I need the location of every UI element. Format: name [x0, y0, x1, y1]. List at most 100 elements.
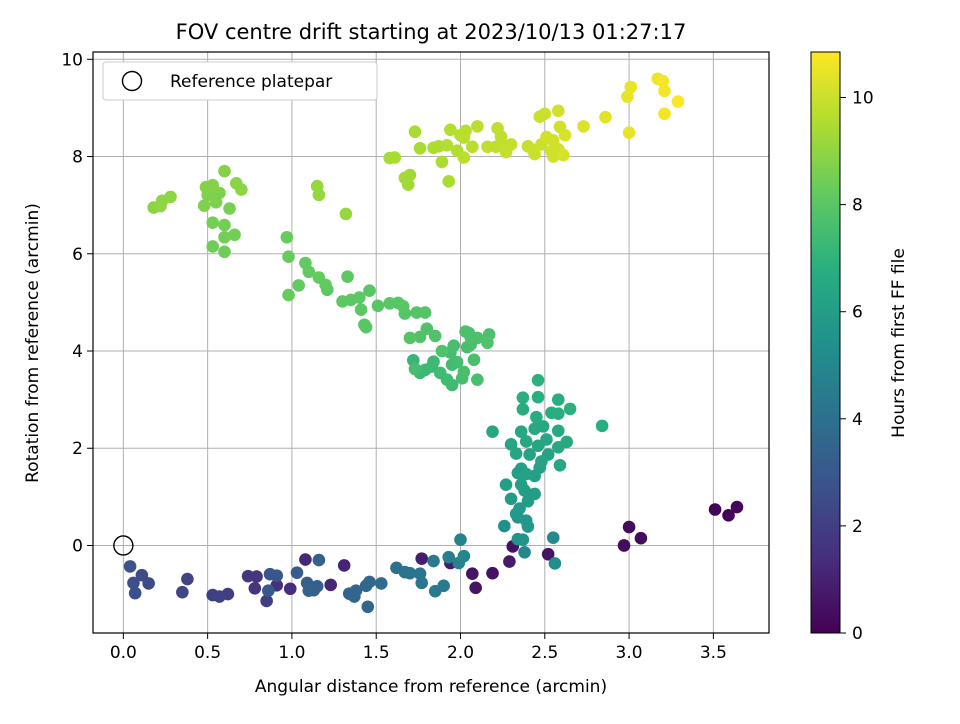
- data-point: [371, 299, 385, 313]
- data-point: [299, 256, 312, 270]
- x-tick-label: 1.5: [363, 643, 390, 663]
- data-point: [509, 447, 523, 460]
- chart-title: FOV centre drift starting at 2023/10/13 …: [176, 20, 687, 44]
- x-tick-label: 3.5: [700, 643, 727, 663]
- data-point: [454, 533, 467, 546]
- x-axis-ticks: 0.0 0.5 1.0 1.5 2.0 2.5 3.0 3.5: [110, 633, 727, 663]
- data-point: [447, 339, 461, 352]
- data-point: [223, 202, 236, 215]
- data-point: [519, 467, 533, 481]
- data-point: [408, 362, 422, 376]
- data-point: [337, 559, 351, 572]
- data-point: [459, 124, 472, 138]
- colorbar-ticks: 0 2 4 6 8 10: [840, 89, 874, 644]
- data-point: [486, 425, 499, 439]
- y-tick-label: 6: [72, 245, 83, 265]
- colorbar-tick-label: 10: [852, 89, 874, 109]
- data-point: [403, 331, 417, 345]
- data-point: [415, 552, 429, 565]
- data-point: [290, 566, 304, 580]
- data-point: [457, 549, 471, 563]
- data-point: [504, 492, 518, 506]
- data-point: [292, 279, 305, 292]
- data-point: [622, 520, 636, 534]
- x-tick-label: 2.5: [531, 643, 558, 663]
- data-point: [519, 435, 533, 448]
- data-point: [427, 554, 440, 568]
- x-tick-label: 3.0: [616, 643, 643, 663]
- data-point: [128, 586, 142, 600]
- data-point: [536, 420, 550, 433]
- colorbar-tick-label: 0: [852, 624, 863, 644]
- data-point: [450, 355, 464, 369]
- data-point: [218, 245, 231, 259]
- data-point: [435, 155, 449, 169]
- data-point: [361, 600, 375, 614]
- data-point: [403, 168, 417, 182]
- data-point: [551, 104, 565, 118]
- data-point: [213, 590, 226, 603]
- data-point: [558, 128, 572, 142]
- data-point: [551, 407, 565, 421]
- data-point: [599, 110, 612, 124]
- data-point: [444, 123, 457, 137]
- colorbar-tick-label: 2: [852, 517, 863, 537]
- data-point: [516, 403, 530, 416]
- data-point: [312, 271, 326, 284]
- data-point: [486, 566, 499, 580]
- data-point: [551, 393, 565, 406]
- data-points: [113, 72, 744, 614]
- data-point: [546, 531, 560, 545]
- data-point: [518, 545, 531, 559]
- data-point: [437, 579, 450, 593]
- data-point: [270, 569, 284, 582]
- data-point: [383, 297, 396, 310]
- data-point: [494, 130, 508, 143]
- data-point: [722, 509, 735, 522]
- y-tick-label: 0: [72, 536, 83, 556]
- data-point: [466, 140, 479, 154]
- data-point: [621, 90, 634, 104]
- data-point: [730, 500, 744, 514]
- y-tick-label: 8: [72, 148, 83, 168]
- data-point: [388, 151, 402, 164]
- data-point: [248, 581, 262, 595]
- y-tick-label: 4: [72, 342, 83, 362]
- data-point: [514, 478, 528, 492]
- data-point: [471, 331, 484, 345]
- data-point: [708, 503, 722, 516]
- data-point: [262, 584, 275, 598]
- data-point: [280, 230, 294, 244]
- colorbar-tick-label: 8: [852, 196, 863, 216]
- data-point: [541, 547, 555, 561]
- data-point: [176, 585, 189, 599]
- data-point: [457, 151, 471, 164]
- data-point: [442, 550, 456, 564]
- data-point: [504, 438, 518, 451]
- y-tick-label: 10: [61, 50, 83, 70]
- x-tick-label: 0.0: [110, 643, 137, 663]
- data-point: [622, 126, 636, 140]
- data-point: [415, 576, 429, 590]
- data-point: [445, 378, 459, 392]
- data-point: [548, 557, 562, 570]
- data-point: [413, 141, 427, 155]
- data-point: [528, 147, 541, 161]
- data-point: [349, 584, 363, 598]
- data-point: [624, 80, 638, 94]
- data-point: [218, 218, 231, 232]
- data-point: [466, 567, 479, 580]
- plot-frame: [92, 51, 770, 634]
- colorbar: [810, 51, 841, 634]
- colorbar-tick-label: 4: [852, 410, 863, 430]
- data-point: [363, 284, 376, 298]
- data-point: [181, 572, 194, 586]
- data-point: [427, 355, 440, 369]
- colorbar-label: Hours from first FF file: [889, 248, 909, 438]
- data-point: [469, 581, 482, 595]
- data-point: [135, 568, 149, 582]
- data-point: [442, 175, 456, 188]
- y-tick-label: 2: [72, 439, 83, 459]
- data-point: [563, 402, 577, 416]
- data-point: [260, 594, 273, 608]
